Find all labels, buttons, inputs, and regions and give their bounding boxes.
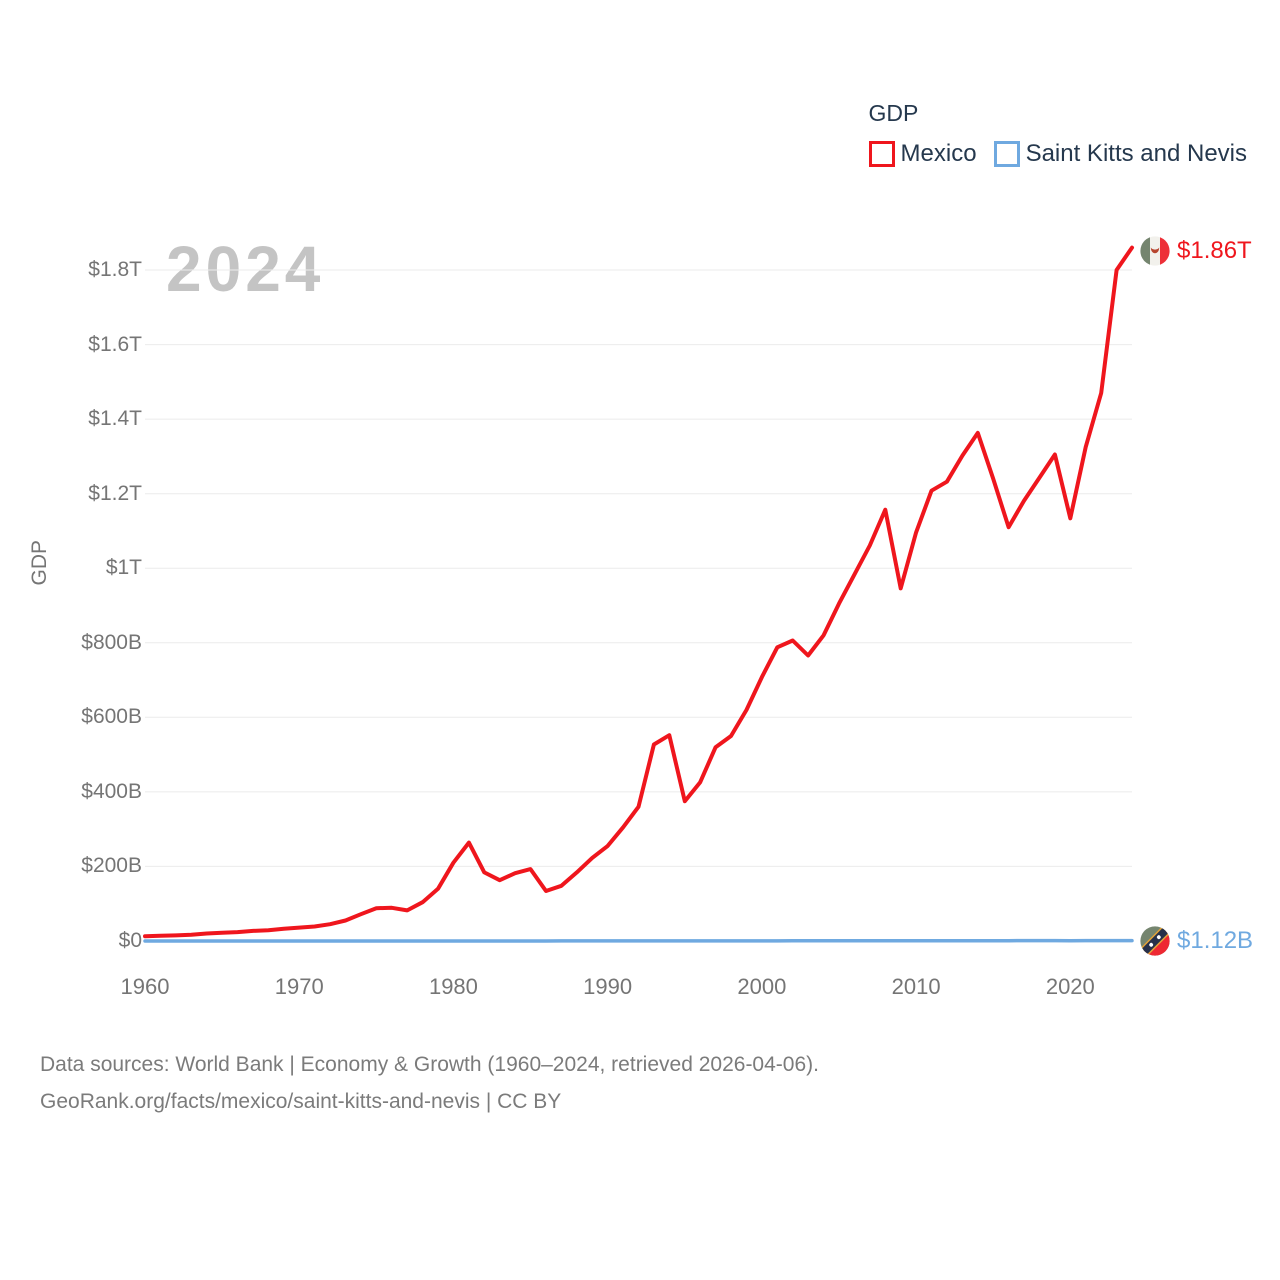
legend-item-saint-kitts-and-nevis[interactable]: Saint Kitts and Nevis xyxy=(993,140,1247,168)
source-line-2: GeoRank.org/facts/mexico/saint-kitts-and… xyxy=(40,1090,562,1113)
y-tick-label: $1.6T xyxy=(88,332,142,356)
legend-row: Mexico Saint Kitts and Nevis xyxy=(868,140,1247,168)
y-tick-label: $200B xyxy=(81,854,142,878)
y-tick-label: $1.4T xyxy=(88,407,142,431)
x-tick-label: 1970 xyxy=(274,974,324,999)
x-tick-label: 1990 xyxy=(583,974,633,999)
saint-kitts-series-swatch xyxy=(993,141,1020,167)
series-end-label-mexico: $1.86T xyxy=(1140,236,1252,266)
y-tick-label: $0 xyxy=(118,929,142,952)
x-tick-label: 2000 xyxy=(737,974,787,999)
x-tick-label: 2010 xyxy=(891,974,941,999)
legend-item-mexico[interactable]: Mexico xyxy=(868,140,977,168)
series-line-mexico xyxy=(143,245,1134,939)
y-tick-label: $1T xyxy=(105,556,142,580)
y-tick-label: $1.8T xyxy=(88,258,142,281)
y-tick-label: $800B xyxy=(81,630,142,654)
source-line-1: Data sources: World Bank | Economy & Gro… xyxy=(40,1053,819,1076)
saint-kitts-and-nevis-flag-icon xyxy=(1140,926,1170,956)
x-tick-label: 2020 xyxy=(1045,974,1095,999)
x-tick-label: 1960 xyxy=(120,974,170,999)
mexico-series-swatch xyxy=(868,141,895,167)
saint-kitts-end-value: $1.12B xyxy=(1177,927,1254,954)
legend-title: GDP xyxy=(868,100,919,126)
y-tick-label: $400B xyxy=(81,779,142,803)
series-end-label-saint-kitts-and-nevis: $1.12B xyxy=(1140,926,1253,956)
legend-label-mexico: Mexico xyxy=(900,140,977,167)
data-sources-footer: Data sources: World Bank | Economy & Gro… xyxy=(40,1046,819,1120)
legend-label-saint-kitts-and-nevis: Saint Kitts and Nevis xyxy=(1025,140,1247,167)
y-tick-label: $1.2T xyxy=(88,481,142,505)
legend: GDP Mexico Saint Kitts and Nevis xyxy=(868,100,1247,168)
x-tick-label: 1980 xyxy=(428,974,478,999)
watermark-year: 2024 xyxy=(166,233,325,305)
mexico-flag-icon xyxy=(1140,236,1170,266)
mexico-end-value: $1.86T xyxy=(1177,237,1252,264)
y-tick-label: $600B xyxy=(81,705,142,729)
